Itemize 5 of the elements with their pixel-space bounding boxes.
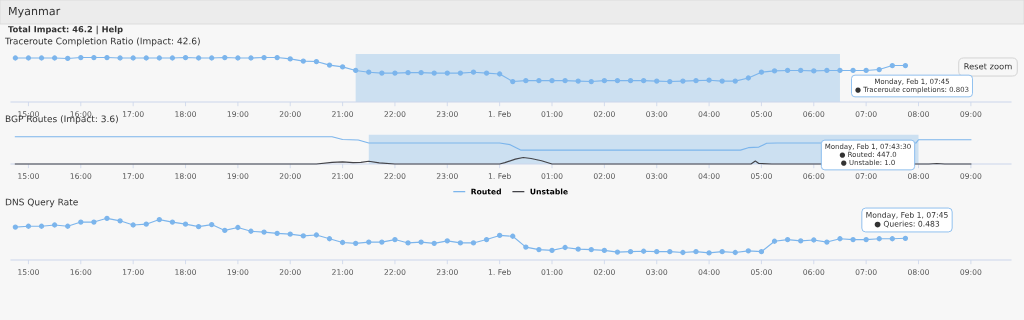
text: Total Impact: 46.2 | Help [8, 25, 123, 35]
annotation: Reset zoom [964, 63, 1012, 70]
chart-title: DNS Query Rate [5, 198, 78, 208]
text: Myanmar [9, 6, 61, 18]
chart-title: Traceroute Completion Ratio (Impact: 42.6) [4, 37, 200, 47]
